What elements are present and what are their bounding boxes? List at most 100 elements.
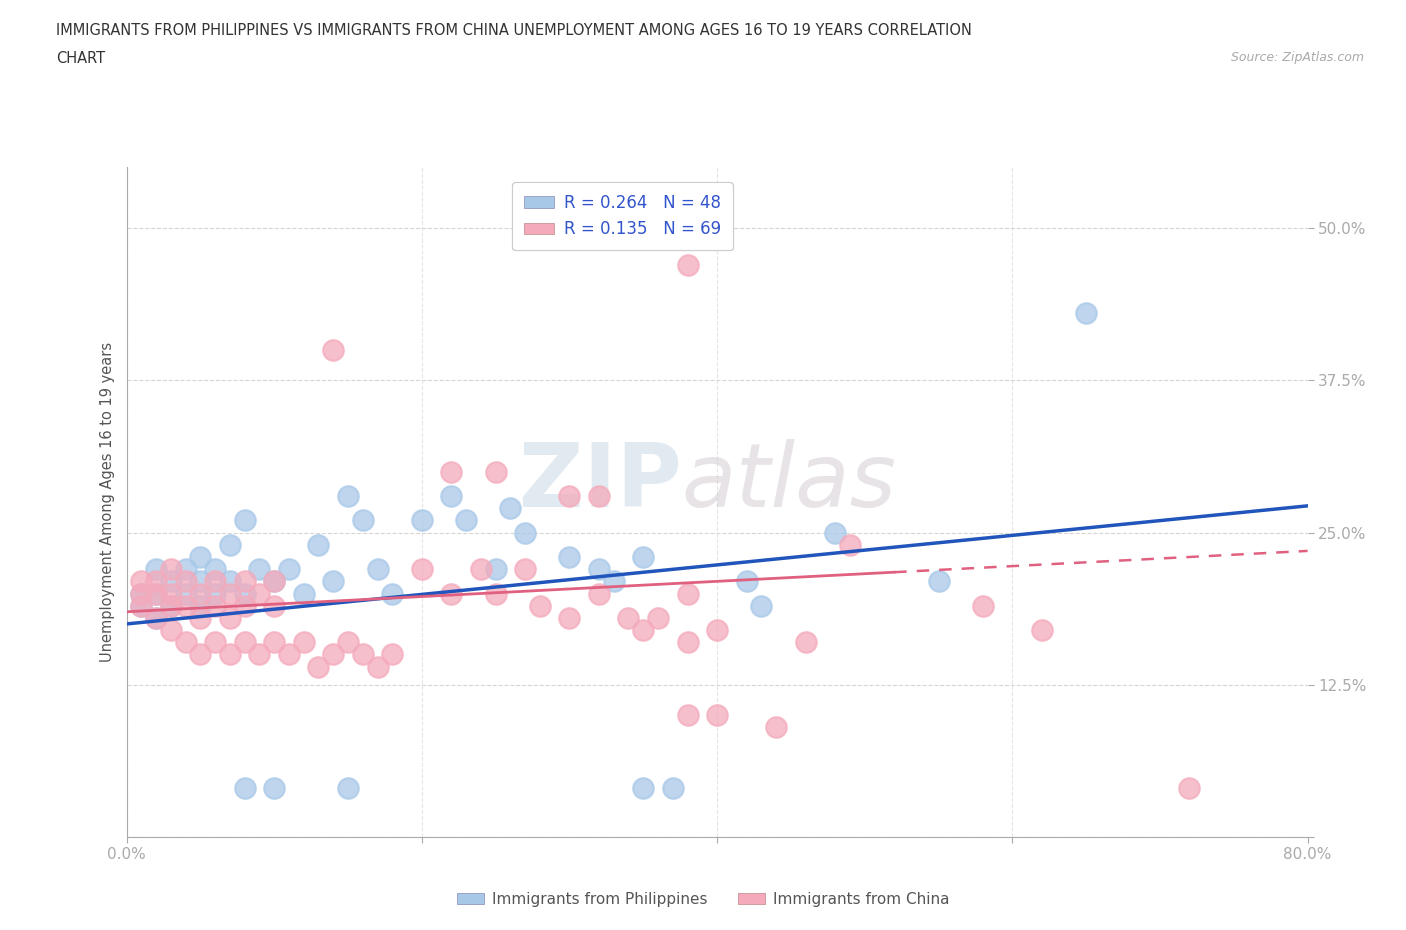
Point: [129, 586, 153, 601]
Point: [588, 586, 610, 601]
Point: [706, 622, 728, 637]
Point: [381, 647, 404, 662]
Point: [337, 635, 360, 650]
Point: [499, 501, 522, 516]
Point: [219, 574, 242, 589]
Point: [751, 598, 773, 613]
Text: IMMIGRANTS FROM PHILIPPINES VS IMMIGRANTS FROM CHINA UNEMPLOYMENT AMONG AGES 16 : IMMIGRANTS FROM PHILIPPINES VS IMMIGRANT…: [56, 23, 972, 38]
Point: [765, 720, 787, 735]
Point: [676, 586, 699, 601]
Point: [292, 635, 315, 650]
Point: [588, 562, 610, 577]
Point: [174, 635, 197, 650]
Point: [204, 598, 226, 613]
Point: [972, 598, 994, 613]
Point: [247, 647, 270, 662]
Point: [159, 586, 183, 601]
Point: [233, 586, 256, 601]
Point: [233, 781, 256, 796]
Text: atlas: atlas: [682, 439, 897, 525]
Point: [794, 635, 817, 650]
Point: [484, 586, 508, 601]
Point: [145, 586, 167, 601]
Point: [352, 647, 374, 662]
Point: [515, 525, 537, 540]
Point: [292, 586, 315, 601]
Text: Source: ZipAtlas.com: Source: ZipAtlas.com: [1230, 51, 1364, 64]
Point: [706, 708, 728, 723]
Point: [631, 622, 654, 637]
Point: [219, 586, 242, 601]
Point: [1031, 622, 1053, 637]
Point: [322, 574, 344, 589]
Point: [159, 622, 183, 637]
Point: [484, 464, 508, 479]
Point: [263, 635, 285, 650]
Point: [233, 598, 256, 613]
Point: [247, 586, 270, 601]
Point: [661, 781, 683, 796]
Point: [322, 647, 344, 662]
Point: [647, 610, 669, 625]
Point: [307, 538, 329, 552]
Point: [824, 525, 846, 540]
Point: [440, 488, 463, 503]
Point: [145, 562, 167, 577]
Point: [631, 781, 654, 796]
Point: [617, 610, 640, 625]
Point: [129, 598, 153, 613]
Point: [188, 647, 211, 662]
Point: [159, 598, 183, 613]
Point: [233, 635, 256, 650]
Point: [204, 586, 226, 601]
Point: [558, 488, 581, 503]
Point: [676, 635, 699, 650]
Y-axis label: Unemployment Among Ages 16 to 19 years: Unemployment Among Ages 16 to 19 years: [100, 342, 115, 662]
Point: [204, 635, 226, 650]
Point: [263, 574, 285, 589]
Point: [233, 574, 256, 589]
Legend: Immigrants from Philippines, Immigrants from China: Immigrants from Philippines, Immigrants …: [450, 886, 956, 913]
Point: [129, 598, 153, 613]
Point: [337, 488, 360, 503]
Point: [204, 562, 226, 577]
Point: [188, 550, 211, 565]
Point: [174, 562, 197, 577]
Text: ZIP: ZIP: [519, 439, 682, 525]
Point: [129, 574, 153, 589]
Point: [676, 258, 699, 272]
Point: [558, 550, 581, 565]
Point: [307, 659, 329, 674]
Point: [366, 562, 388, 577]
Point: [188, 574, 211, 589]
Point: [159, 574, 183, 589]
Point: [337, 781, 360, 796]
Point: [631, 550, 654, 565]
Point: [470, 562, 492, 577]
Point: [263, 574, 285, 589]
Point: [278, 647, 301, 662]
Point: [263, 598, 285, 613]
Point: [174, 598, 197, 613]
Point: [188, 598, 211, 613]
Point: [558, 610, 581, 625]
Legend: R = 0.264   N = 48, R = 0.135   N = 69: R = 0.264 N = 48, R = 0.135 N = 69: [512, 182, 733, 250]
Point: [188, 610, 211, 625]
Point: [484, 562, 508, 577]
Point: [145, 610, 167, 625]
Point: [440, 464, 463, 479]
Point: [838, 538, 860, 552]
Point: [381, 586, 404, 601]
Point: [219, 647, 242, 662]
Point: [159, 562, 183, 577]
Point: [129, 586, 153, 601]
Point: [676, 708, 699, 723]
Point: [233, 513, 256, 528]
Point: [366, 659, 388, 674]
Point: [219, 538, 242, 552]
Point: [247, 562, 270, 577]
Point: [928, 574, 950, 589]
Point: [352, 513, 374, 528]
Point: [603, 574, 626, 589]
Point: [1076, 306, 1098, 321]
